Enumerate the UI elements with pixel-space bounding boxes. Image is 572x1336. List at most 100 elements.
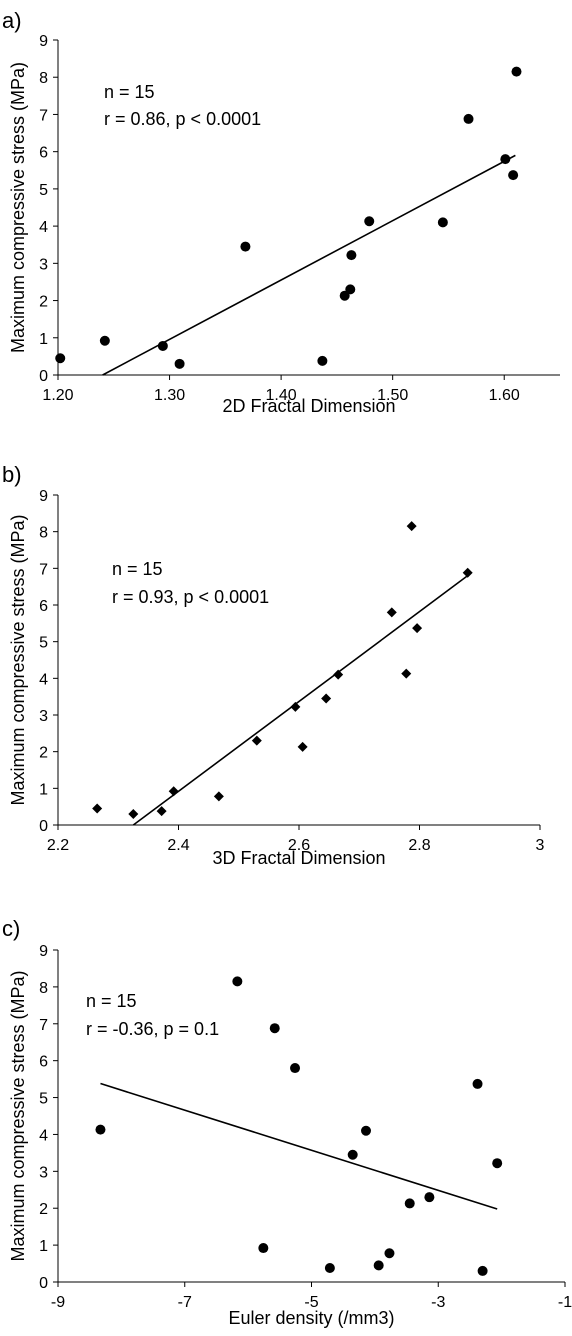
x-tick-label: 1.40 — [266, 387, 297, 404]
x-tick-label: -5 — [304, 1294, 318, 1311]
y-tick-label: 5 — [39, 1091, 48, 1108]
y-tick-label: 1 — [39, 1238, 48, 1255]
y-tick-label: 8 — [39, 525, 48, 542]
stats-annotation: n = 15 — [104, 82, 155, 102]
y-tick-label: 9 — [39, 33, 48, 50]
data-point — [333, 669, 344, 680]
chart-panel-a: a) 0 1 2 3 4 5 6 7 8 9 1.20 1.30 1.40 1.50 1.60 2D Fract… — [0, 0, 572, 445]
data-point — [508, 170, 519, 181]
x-axis-label: 2D Fractal Dimension — [222, 396, 395, 416]
data-point — [384, 1248, 395, 1259]
data-point — [321, 693, 332, 704]
x-tick-label: 2.2 — [47, 837, 69, 854]
data-point — [128, 809, 139, 819]
data-point — [406, 521, 417, 532]
x-tick-label: 2.8 — [408, 837, 430, 854]
trend-line — [132, 575, 469, 826]
x-tick-label: -1 — [558, 1294, 572, 1311]
y-tick-label: 5 — [39, 635, 48, 652]
panel-label: b) — [2, 462, 22, 487]
data-point — [168, 786, 179, 797]
y-tick-label: 4 — [39, 671, 48, 688]
y-axis-label: Maximum compressive stress (MPa) — [8, 62, 28, 353]
data-point — [213, 791, 224, 802]
data-point — [269, 1023, 280, 1034]
x-tick-label: -9 — [51, 1294, 65, 1311]
x-tick-label: 2.6 — [288, 837, 310, 854]
data-point — [290, 1063, 301, 1074]
data-point — [99, 335, 110, 346]
y-tick-label: 6 — [39, 1054, 48, 1071]
x-tick-label: -3 — [431, 1294, 445, 1311]
stats-annotation: r = -0.36, p = 0.1 — [86, 1019, 219, 1039]
y-tick-label: 0 — [39, 1275, 48, 1292]
data-point — [297, 741, 308, 752]
y-tick-label: 7 — [39, 107, 48, 124]
trend-line — [100, 1082, 498, 1210]
y-tick-label: 1 — [39, 781, 48, 798]
x-axis-label: Euler density (/mm3) — [228, 1308, 394, 1328]
data-point — [174, 358, 185, 369]
y-tick-label: 4 — [39, 219, 48, 236]
data-point — [55, 353, 66, 364]
y-tick-label: 8 — [39, 980, 48, 997]
data-point — [156, 806, 167, 817]
x-axis-label: 3D Fractal Dimension — [212, 848, 385, 868]
data-point — [346, 250, 357, 261]
data-point — [240, 241, 251, 252]
chart-a-svg: a) 0 1 2 3 4 5 6 7 8 9 1.20 1.30 1.40 1.50 1.60 2D Fract… — [2, 8, 560, 416]
stats-annotation: n = 15 — [86, 991, 137, 1011]
data-point — [492, 1158, 503, 1169]
x-tick-label: 3 — [536, 837, 545, 854]
y-axis-label: Maximum compressive stress (MPa) — [8, 514, 28, 805]
panel-label: c) — [2, 916, 20, 941]
stats-annotation: n = 15 — [112, 559, 163, 579]
y-tick-label: 2 — [39, 294, 48, 311]
data-point — [347, 1149, 358, 1160]
chart-b-svg: b) 0 1 2 3 4 5 6 7 8 9 2.2 2.4 2.6 2.8 3 3D Fractal Dime… — [2, 462, 545, 868]
stats-annotation: r = 0.93, p < 0.0001 — [112, 587, 269, 607]
panel-label: a) — [2, 8, 22, 33]
data-point — [92, 803, 103, 814]
data-point — [364, 216, 375, 227]
y-tick-label: 5 — [39, 182, 48, 199]
y-tick-label: 2 — [39, 1201, 48, 1218]
data-point — [324, 1262, 335, 1273]
y-tick-label: 8 — [39, 70, 48, 87]
data-point — [401, 668, 412, 679]
data-point — [472, 1078, 483, 1089]
data-point — [373, 1260, 384, 1271]
data-point — [404, 1198, 415, 1209]
x-tick-label: 1.20 — [42, 387, 73, 404]
y-tick-label: 9 — [39, 488, 48, 505]
data-point — [462, 567, 473, 578]
data-point — [251, 735, 262, 746]
data-point — [232, 976, 243, 987]
data-point — [424, 1192, 435, 1203]
data-point — [412, 623, 423, 634]
y-axis-label: Maximum compressive stress (MPa) — [8, 970, 28, 1261]
data-point — [386, 607, 397, 618]
data-point — [500, 154, 511, 165]
y-tick-label: 6 — [39, 145, 48, 162]
y-tick-label: 0 — [39, 368, 48, 385]
y-tick-label: 3 — [39, 256, 48, 273]
y-tick-label: 7 — [39, 561, 48, 578]
stats-annotation: r = 0.86, p < 0.0001 — [104, 109, 261, 129]
chart-panel-b: b) 0 1 2 3 4 5 6 7 8 9 2.2 2.4 2.6 2.8 3 3D Fractal Dime… — [0, 445, 572, 890]
data-point — [345, 284, 356, 295]
data-point — [361, 1125, 372, 1136]
chart-c-svg: c) 0 1 2 3 4 5 6 7 8 9 -9 -7 -5 -3 -1 Euler density (/mm… — [2, 916, 572, 1328]
data-point — [477, 1265, 488, 1276]
x-tick-label: 1.60 — [489, 387, 520, 404]
data-point — [258, 1243, 269, 1254]
y-tick-label: 0 — [39, 818, 48, 835]
y-tick-label: 1 — [39, 331, 48, 348]
y-tick-label: 3 — [39, 708, 48, 725]
data-point — [157, 340, 168, 351]
y-tick-label: 4 — [39, 1127, 48, 1144]
x-tick-label: 1.50 — [377, 387, 408, 404]
data-point — [463, 113, 474, 124]
x-tick-label: 2.4 — [167, 837, 189, 854]
x-tick-label: 1.30 — [154, 387, 185, 404]
